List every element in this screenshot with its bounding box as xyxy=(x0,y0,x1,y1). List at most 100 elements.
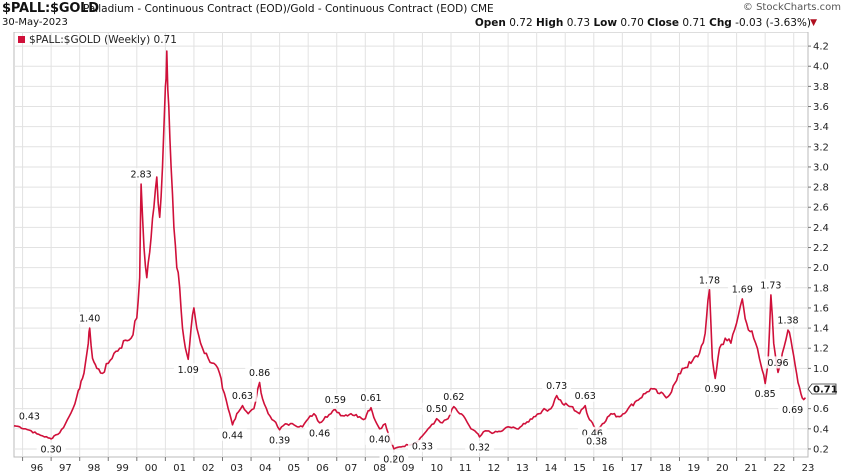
x-tick-label: 22 xyxy=(773,463,786,474)
current-value-box xyxy=(807,383,837,395)
x-tick-label: 14 xyxy=(545,463,558,474)
annotation-label: 0.40 xyxy=(369,434,390,445)
y-tick-label: 2.6 xyxy=(813,203,829,214)
x-tick-label: 98 xyxy=(88,463,101,474)
x-axis: 96 97 98 99 00 01 02 03 04 05 06 07 08 09 10 11 12 13 14 15… xyxy=(22,457,815,474)
legend-label: $PALL:$GOLD (Weekly) 0.71 xyxy=(29,34,177,46)
x-tick-label: 97 xyxy=(59,463,72,474)
annotation-label: 0.33 xyxy=(412,441,433,452)
current-value-marker: 0.71 xyxy=(807,383,838,396)
annotation-box xyxy=(173,363,203,376)
annotation-label: 0.90 xyxy=(705,384,726,395)
annotation-label: 1.09 xyxy=(178,365,199,376)
legend: $PALL:$GOLD (Weekly) 0.71 xyxy=(18,34,177,46)
x-tick-label: 96 xyxy=(30,463,43,474)
y-tick-label: 3.0 xyxy=(813,162,829,173)
annotation-label: 1.38 xyxy=(777,316,798,327)
y-tick-label: 4.2 xyxy=(813,42,829,53)
high-label: High xyxy=(535,17,564,29)
annotation-label: 0.46 xyxy=(582,428,603,439)
y-tick-label: 2.0 xyxy=(813,263,829,274)
annotation-box xyxy=(763,356,793,369)
brand-label: © StockCharts.com xyxy=(742,2,841,13)
close-label: Close xyxy=(647,17,680,29)
x-tick-label: 00 xyxy=(145,463,158,474)
annotation-box xyxy=(75,312,105,325)
grid-lines xyxy=(14,32,808,457)
annotation-box xyxy=(126,168,156,181)
y-tick-label: 1.6 xyxy=(813,303,829,314)
down-arrow-icon: ▼ xyxy=(810,18,817,28)
x-tick-label: 15 xyxy=(573,463,586,474)
y-tick-label: 3.8 xyxy=(813,82,829,93)
y-axis: 0.20.40.60.81.01.21.41.61.82.02.22.42.62… xyxy=(808,42,829,455)
x-tick-label: 21 xyxy=(745,463,758,474)
annotation-label: 0.46 xyxy=(309,428,330,439)
chg-label: Chg xyxy=(709,17,732,29)
y-tick-label: 1.0 xyxy=(813,364,829,375)
annotation-box xyxy=(408,439,437,452)
annotation-box xyxy=(542,379,572,392)
annotation-label: 0.43 xyxy=(19,411,40,422)
annotation-label: 2.83 xyxy=(131,170,152,181)
y-tick-label: 4.0 xyxy=(813,62,829,73)
annotation-label: 0.62 xyxy=(443,392,464,403)
chart-symbol: $PALL:$GOLD xyxy=(2,1,99,16)
annotation-box xyxy=(245,366,275,379)
annotation-box xyxy=(36,442,66,455)
open-value: 0.72 xyxy=(509,17,533,29)
y-tick-label: 3.6 xyxy=(813,102,829,113)
annotation-box xyxy=(422,402,452,415)
description-text: Palladium - Continuous Contract (EOD)/Go… xyxy=(83,3,468,15)
annotation-box xyxy=(305,426,335,439)
annotation-box xyxy=(570,389,600,402)
x-tick-label: 03 xyxy=(230,463,243,474)
annotation-label: 0.61 xyxy=(360,393,381,404)
annotation-group: 0.43 0.30 1.40 2.83 1.09 0.44 0.63 0.86 0.39 0.46… xyxy=(15,168,807,465)
x-tick-label: 08 xyxy=(373,463,386,474)
annotation-box xyxy=(756,278,786,291)
x-tick-label: 13 xyxy=(516,463,529,474)
y-tick-label: 1.8 xyxy=(813,283,829,294)
annotation-label: 0.86 xyxy=(249,368,270,379)
high-value: 0.73 xyxy=(566,17,591,29)
chg-value: -0.03 (-3.63%) xyxy=(735,17,811,29)
annotation-box xyxy=(700,382,730,395)
x-tick-label: 19 xyxy=(687,463,700,474)
annotation-label: 0.69 xyxy=(782,405,803,416)
annotation-label: 0.32 xyxy=(469,442,490,453)
x-tick-label: 23 xyxy=(802,463,815,474)
annotation-label: 0.59 xyxy=(325,395,346,406)
y-tick-label: 0.4 xyxy=(813,424,829,435)
x-tick-label: 11 xyxy=(459,463,472,474)
low-value: 0.70 xyxy=(620,17,644,29)
annotation-box xyxy=(218,428,247,441)
current-value-label: 0.71 xyxy=(813,385,838,396)
annotation-label: 0.96 xyxy=(767,358,788,369)
annotation-box xyxy=(365,432,394,445)
y-tick-label: 2.2 xyxy=(813,243,829,254)
x-tick-label: 17 xyxy=(630,463,643,474)
annotation-label: 0.85 xyxy=(755,389,776,400)
annotation-label: 0.63 xyxy=(232,391,253,402)
low-label: Low xyxy=(593,17,618,29)
annotation-label: 1.69 xyxy=(732,284,753,295)
x-tick-label: 18 xyxy=(659,463,672,474)
annotation-label: 0.30 xyxy=(41,444,62,455)
exchange-label: CME xyxy=(470,3,494,15)
chart-header: $PALL:$GOLD Palladium - Continuous Contr… xyxy=(0,0,845,32)
annotation-box xyxy=(582,434,612,447)
annotation-label: 0.73 xyxy=(546,381,567,392)
annotation-box xyxy=(778,403,807,416)
y-tick-label: 1.4 xyxy=(813,324,829,335)
x-tick-label: 07 xyxy=(345,463,358,474)
chart-description: Palladium - Continuous Contract (EOD)/Go… xyxy=(83,3,494,15)
close-value: 0.71 xyxy=(682,17,706,29)
x-tick-label: 01 xyxy=(173,463,186,474)
x-tick-label: 02 xyxy=(202,463,215,474)
annotation-box xyxy=(439,390,469,403)
x-tick-label: 16 xyxy=(602,463,615,474)
ohlc-readout: Open 0.72 High 0.73 Low 0.70 Close 0.71 … xyxy=(475,17,811,29)
price-chart[interactable]: 0.43 0.30 1.40 2.83 1.09 0.44 0.63 0.86 0.39 0.46… xyxy=(0,32,845,475)
annotation-label: 0.38 xyxy=(586,436,607,447)
